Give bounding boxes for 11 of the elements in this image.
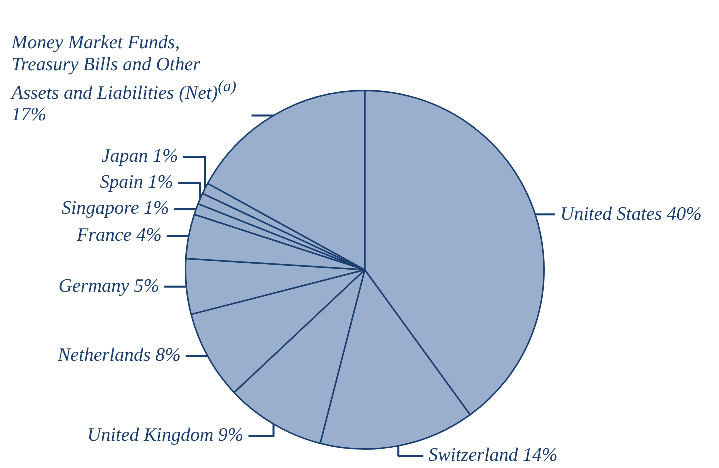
slice-label: Money Market Funds, Treasury Bills and Other Assets and Liabilities (Net)$^{(a)}$ [12,32,237,104]
slice-label: Switzerland 14% [428,445,558,467]
slice-label: United States 40% [560,204,702,226]
slice-label: Singapore 1% [62,198,170,220]
slice-label: Japan 1% [102,146,178,168]
slice-label: Netherlands 8% [58,345,181,368]
slice-label: Germany 5% [58,276,160,298]
slice-label: France 4% [76,225,162,248]
slice-label: Spain 1% [100,172,174,194]
data-label: 17% [12,104,47,126]
slice-label: United Kingdom 9% [88,425,244,448]
